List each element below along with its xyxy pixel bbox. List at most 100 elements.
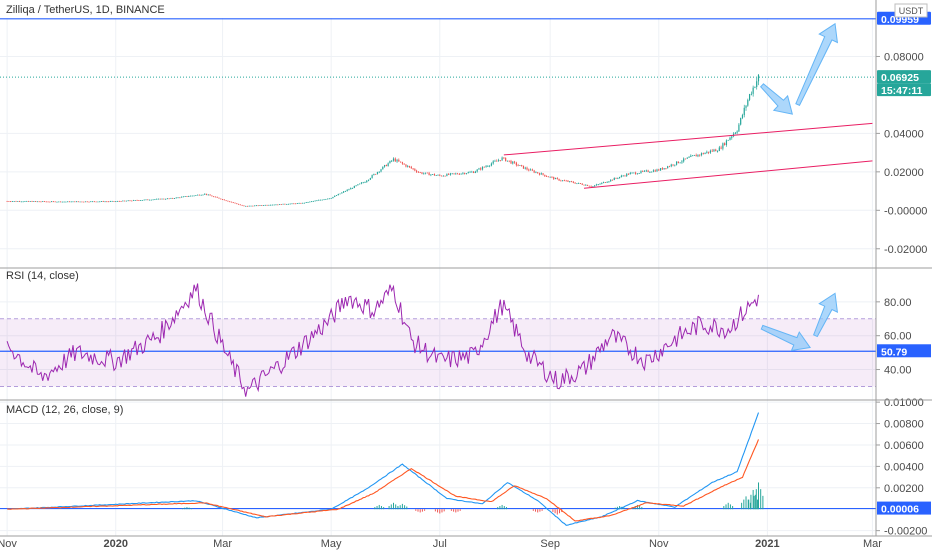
candle-body: [197, 194, 199, 196]
candle-body: [86, 201, 88, 203]
candle-body: [42, 201, 44, 203]
candle-body: [683, 158, 685, 162]
candle-body: [659, 168, 662, 171]
candle-body: [113, 201, 115, 202]
candle-body: [421, 172, 423, 174]
candle-body: [711, 150, 713, 152]
candle-body: [261, 205, 263, 206]
candle-body: [148, 199, 151, 201]
candle-body: [622, 175, 624, 177]
y-tick-label: 0.08000: [884, 51, 924, 63]
candle-body: [722, 143, 724, 149]
candle-body: [588, 185, 590, 187]
candle-body: [170, 198, 172, 199]
candle-body: [355, 185, 357, 187]
candle-body: [754, 86, 756, 88]
candle-body: [731, 136, 733, 138]
candle-body: [341, 192, 343, 194]
candle-body: [528, 169, 530, 171]
currency-unit-box[interactable]: [894, 3, 928, 18]
candle-body: [592, 186, 594, 188]
candle-body: [31, 201, 33, 202]
candle-body: [319, 199, 322, 201]
candle-body: [658, 169, 660, 171]
candle-body: [344, 191, 347, 192]
candle-body: [325, 199, 327, 200]
candle-body: [47, 201, 49, 203]
candle-body: [583, 184, 585, 186]
candle-body: [602, 182, 605, 183]
candle-body: [432, 174, 434, 175]
rsi-pane[interactable]: [0, 283, 876, 397]
candle-body: [383, 165, 386, 167]
candle-body: [405, 164, 407, 167]
candle-body: [52, 201, 55, 203]
candle-body: [437, 174, 439, 176]
candle-body: [186, 196, 188, 198]
candle-body: [351, 188, 354, 189]
candle-body: [734, 132, 736, 134]
candle-body: [6, 201, 8, 202]
candle-body: [640, 171, 642, 174]
candle-body: [63, 201, 65, 203]
candle-body: [544, 174, 546, 177]
candle-body: [665, 168, 667, 169]
candle-body: [360, 182, 363, 184]
trend-channel-line: [503, 122, 873, 156]
price-pane-title: Zilliqa / TetherUS, 1D, BINANCE: [6, 4, 165, 16]
candle-body: [522, 165, 525, 169]
candle-body: [204, 193, 206, 195]
candle-body: [88, 201, 90, 203]
candle-body: [558, 178, 560, 181]
candle-body: [209, 194, 211, 196]
candle-body: [177, 197, 179, 199]
candle-body: [10, 201, 12, 203]
candle-body: [585, 184, 587, 186]
candle-body: [485, 166, 487, 167]
candle-body: [529, 169, 532, 171]
candle-body: [373, 173, 375, 176]
candle-body: [458, 173, 460, 175]
candle-body: [471, 171, 473, 173]
candle-body: [645, 170, 647, 172]
candle-body: [193, 195, 195, 197]
candle-body: [453, 173, 455, 175]
candle-body: [624, 175, 626, 177]
candle-body: [512, 161, 514, 164]
candle-body: [540, 173, 542, 175]
candle-body: [300, 202, 302, 204]
candle-body: [663, 168, 665, 170]
candle-body: [656, 169, 658, 172]
price-pane[interactable]: [0, 18, 876, 207]
candle-body: [551, 176, 553, 178]
candle-body: [597, 184, 599, 185]
candle-body: [740, 117, 742, 125]
candle-body: [214, 196, 217, 198]
candle-body: [578, 183, 580, 184]
candle-body: [686, 157, 688, 159]
macd-pane[interactable]: [0, 412, 876, 526]
candle-body: [456, 173, 459, 175]
candle-body: [489, 165, 491, 167]
x-tick-label: 2021: [755, 538, 779, 550]
x-tick-label: May: [321, 538, 342, 550]
candle-body: [369, 178, 371, 180]
macd-marker-badge: [877, 501, 931, 515]
candle-body: [681, 161, 683, 163]
candle-body: [480, 168, 482, 170]
candle-body: [243, 205, 245, 207]
candle-body: [677, 161, 679, 164]
candle-body: [282, 203, 284, 205]
candle-body: [586, 184, 589, 186]
candle-body: [116, 201, 119, 202]
candle-body: [688, 157, 690, 158]
candle-body: [542, 173, 544, 175]
candle-body: [546, 176, 548, 177]
candle-body: [175, 197, 177, 199]
candle-body: [387, 163, 389, 167]
candle-body: [608, 181, 610, 183]
candle-body: [229, 201, 231, 203]
x-tick-label: Mar: [863, 538, 882, 550]
candle-body: [747, 99, 749, 106]
candle-body: [435, 175, 437, 176]
